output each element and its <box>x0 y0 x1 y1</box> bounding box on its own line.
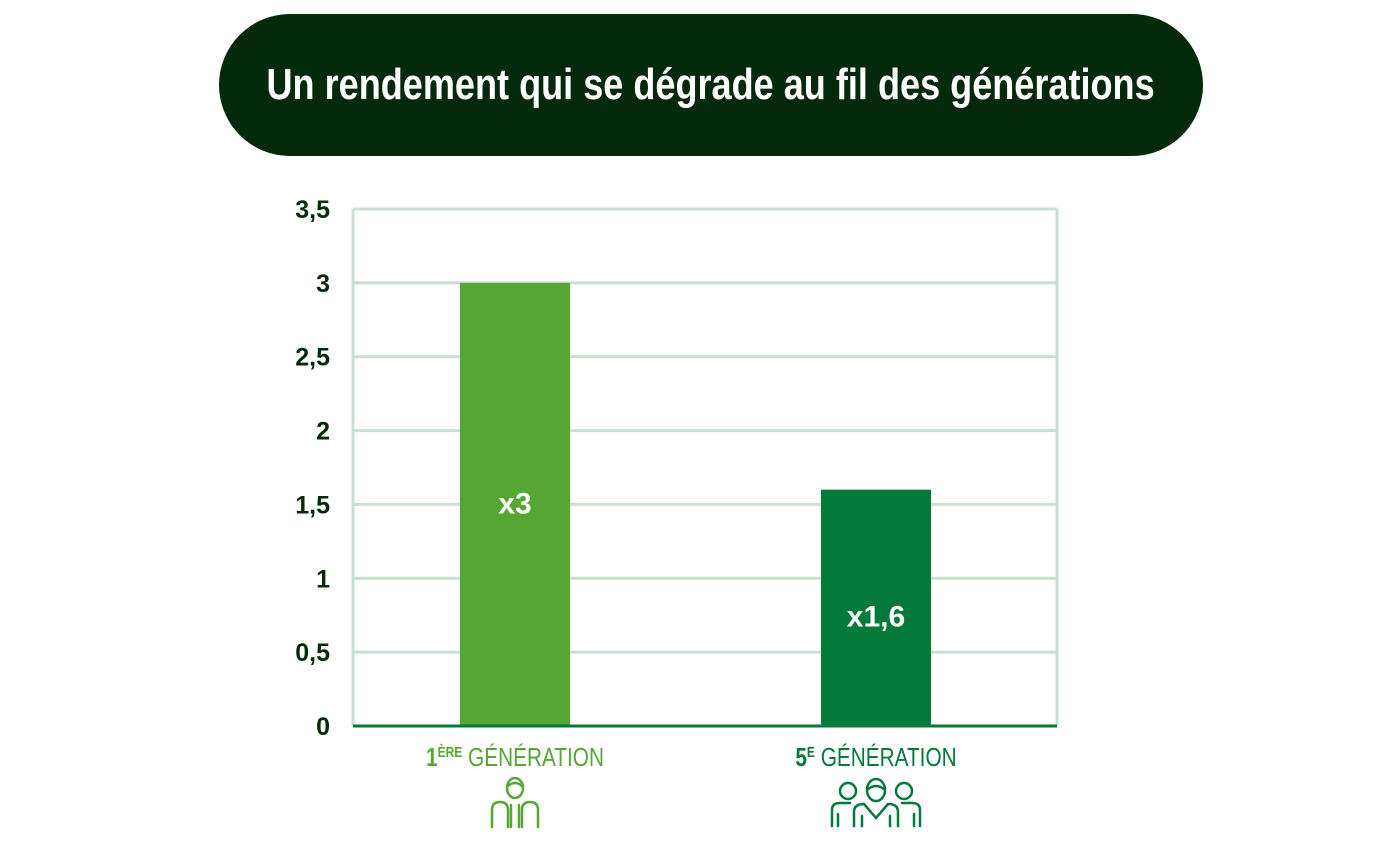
y-tick-label: 0 <box>316 713 330 741</box>
y-tick-label: 3 <box>316 270 330 298</box>
y-tick-label: 2,5 <box>295 344 330 372</box>
bar <box>460 282 570 726</box>
y-tick-label: 3,5 <box>295 196 330 224</box>
chart-title: Un rendement qui se dégrade au fil des g… <box>266 60 1156 109</box>
data-label: x3 <box>498 487 531 520</box>
bar <box>821 489 931 726</box>
x-category-label: 5E GÉNÉRATION <box>795 743 956 772</box>
person-icon <box>490 776 540 829</box>
group-icon <box>830 777 922 828</box>
y-tick-label: 0,5 <box>295 639 330 667</box>
data-label: x1,6 <box>847 601 905 634</box>
y-tick-label: 1 <box>316 565 330 593</box>
y-tick-label: 2 <box>316 418 330 446</box>
x-category-label: 1ÈRE GÉNÉRATION <box>426 743 604 772</box>
y-tick-label: 1,5 <box>295 491 330 519</box>
chart-title-banner: Un rendement qui se dégrade au fil des g… <box>219 14 1203 156</box>
